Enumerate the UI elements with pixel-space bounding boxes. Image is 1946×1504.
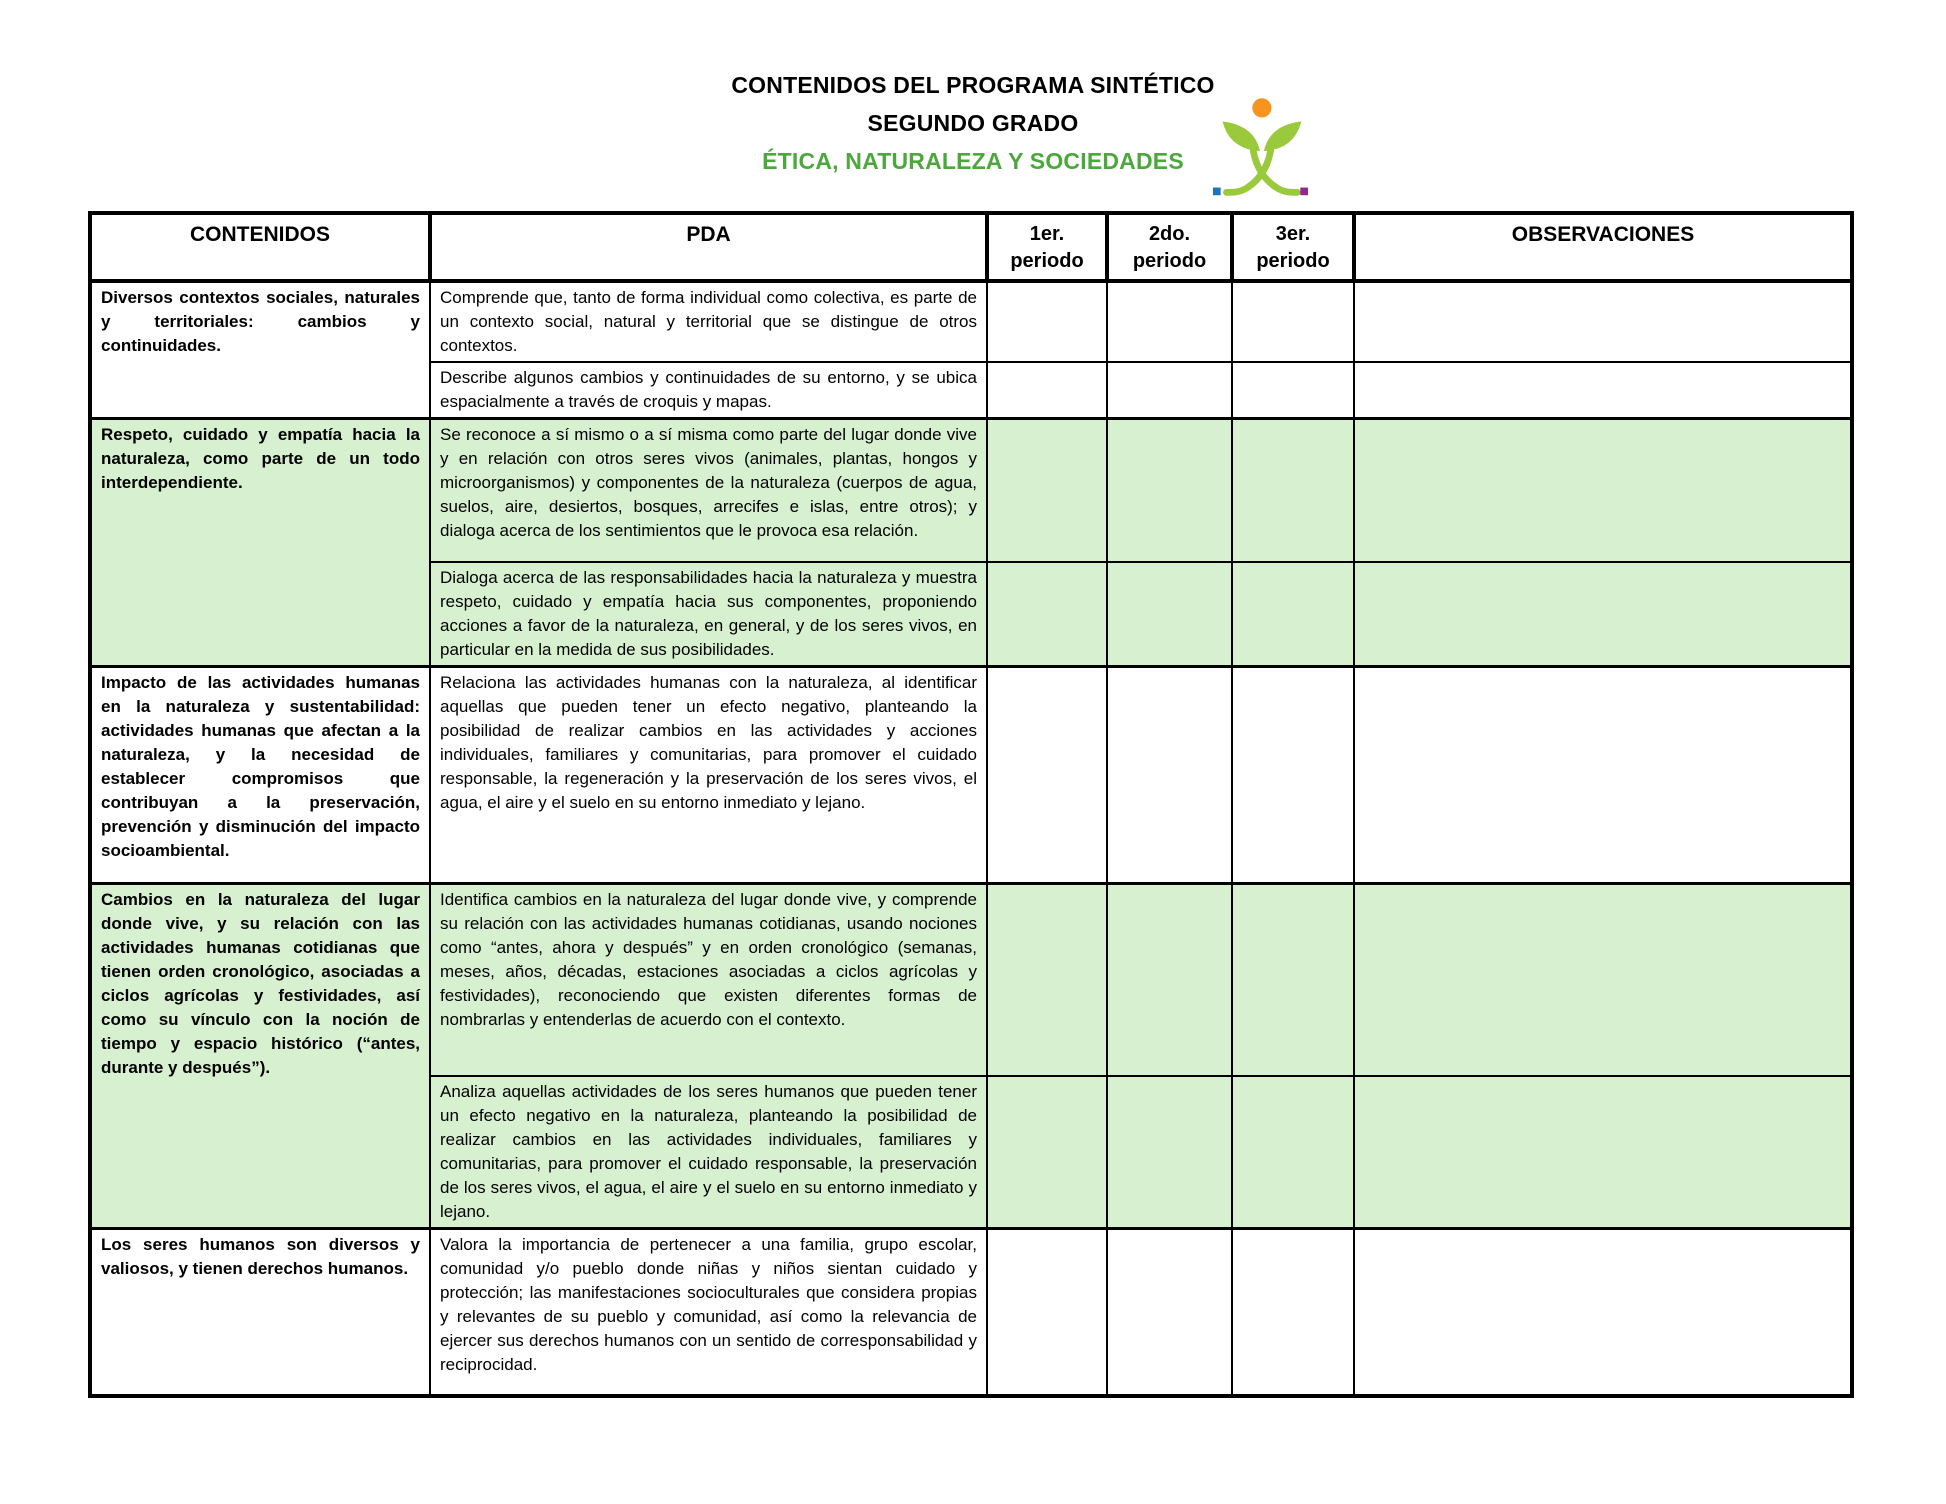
contenido-cell: Diversos contextos sociales, naturales y… bbox=[89, 279, 431, 420]
period-3-cell bbox=[1231, 1227, 1355, 1397]
table-row: Los seres humanos son diversos y valioso… bbox=[89, 1227, 1853, 1397]
table-row: Impacto de las actividades humanas en la… bbox=[89, 664, 1853, 884]
period-3-cell bbox=[1231, 361, 1355, 420]
document-title: CONTENIDOS DEL PROGRAMA SINTÉTICO bbox=[731, 72, 1215, 98]
period-2-cell bbox=[1106, 361, 1233, 420]
table-row: Diversos contextos sociales, naturales y… bbox=[89, 279, 1853, 420]
period-1-cell bbox=[986, 417, 1108, 563]
grade-subtitle: SEGUNDO GRADO bbox=[867, 110, 1079, 136]
pda-cell: Identifica cambios en la naturaleza del … bbox=[429, 881, 988, 1077]
pda-cell: Se reconoce a sí mismo o a sí misma como… bbox=[429, 417, 988, 563]
observaciones-cell bbox=[1353, 1227, 1853, 1397]
observaciones-cell bbox=[1353, 1075, 1853, 1230]
observaciones-cell bbox=[1353, 279, 1853, 363]
observaciones-cell bbox=[1353, 881, 1853, 1077]
period-3-cell bbox=[1231, 417, 1355, 563]
col-header-p3: 3er. periodo bbox=[1230, 211, 1356, 283]
pda-cell: Describe algunos cambios y continuidades… bbox=[429, 361, 988, 420]
period-1-cell bbox=[986, 881, 1108, 1077]
pda-cell: Dialoga acerca de las responsabilidades … bbox=[429, 560, 988, 667]
period-2-cell bbox=[1106, 1227, 1233, 1397]
plant-figure-logo-icon bbox=[1212, 98, 1308, 196]
table-row: Describe algunos cambios y continuidades… bbox=[90, 361, 1853, 420]
contenido-cell: Los seres humanos son diversos y valioso… bbox=[89, 1227, 431, 1397]
contenido-cell: Respeto, cuidado y empatía hacia la natu… bbox=[89, 417, 431, 667]
period-2-cell bbox=[1106, 560, 1233, 667]
period-1-cell bbox=[986, 560, 1108, 667]
period-2-cell bbox=[1106, 279, 1233, 363]
pda-cell: Analiza aquellas actividades de los sere… bbox=[429, 1075, 988, 1230]
table-row: Analiza aquellas actividades de los sere… bbox=[90, 1075, 1853, 1230]
contenido-cell: Cambios en la naturaleza del lugar donde… bbox=[89, 881, 431, 1230]
period-1-cell bbox=[986, 1227, 1108, 1397]
col-header-contenidos: CONTENIDOS bbox=[88, 211, 432, 283]
period-3-cell bbox=[1231, 279, 1355, 363]
period-2-cell bbox=[1106, 664, 1233, 884]
period-3-cell bbox=[1231, 1075, 1355, 1230]
subject-title: ÉTICA, NATURALEZA Y SOCIEDADES bbox=[762, 148, 1184, 174]
col-header-p1: 1er. periodo bbox=[985, 211, 1109, 283]
table-row: Cambios en la naturaleza del lugar donde… bbox=[89, 881, 1853, 1230]
observaciones-cell bbox=[1353, 361, 1853, 420]
col-header-p2: 2do. periodo bbox=[1105, 211, 1234, 283]
pda-cell: Comprende que, tanto de forma individual… bbox=[429, 279, 988, 363]
curriculum-table: CONTENIDOS PDA 1er. periodo 2do. periodo 3er… bbox=[88, 211, 1854, 1398]
pda-cell: Relaciona las actividades humanas con la… bbox=[429, 664, 988, 884]
table-body: Diversos contextos sociales, naturales y… bbox=[89, 279, 1853, 1397]
table-row: Respeto, cuidado y empatía hacia la natu… bbox=[89, 417, 1853, 667]
contenido-cell: Impacto de las actividades humanas en la… bbox=[89, 664, 431, 884]
period-1-cell bbox=[986, 1075, 1108, 1230]
observaciones-cell bbox=[1353, 417, 1853, 563]
curriculum-table-wrap: CONTENIDOS PDA 1er. periodo 2do. periodo 3er… bbox=[88, 211, 1854, 1398]
document-header: CONTENIDOS DEL PROGRAMA SINTÉTICO SEGUND… bbox=[0, 66, 1946, 180]
observaciones-cell bbox=[1353, 664, 1853, 884]
pda-cell: Valora la importancia de pertenecer a un… bbox=[429, 1227, 988, 1397]
observaciones-cell bbox=[1353, 560, 1853, 667]
period-2-cell bbox=[1106, 881, 1233, 1077]
period-3-cell bbox=[1231, 881, 1355, 1077]
period-3-cell bbox=[1231, 560, 1355, 667]
table-row: Dialoga acerca de las responsabilidades … bbox=[90, 560, 1853, 667]
col-header-pda: PDA bbox=[428, 211, 989, 283]
period-2-cell bbox=[1106, 417, 1233, 563]
period-3-cell bbox=[1231, 664, 1355, 884]
period-1-cell bbox=[986, 279, 1108, 363]
col-header-obs: OBSERVACIONES bbox=[1352, 211, 1854, 283]
period-1-cell bbox=[986, 664, 1108, 884]
table-header-row: CONTENIDOS PDA 1er. periodo 2do. periodo 3er… bbox=[88, 211, 1854, 283]
period-2-cell bbox=[1106, 1075, 1233, 1230]
period-1-cell bbox=[986, 361, 1108, 420]
